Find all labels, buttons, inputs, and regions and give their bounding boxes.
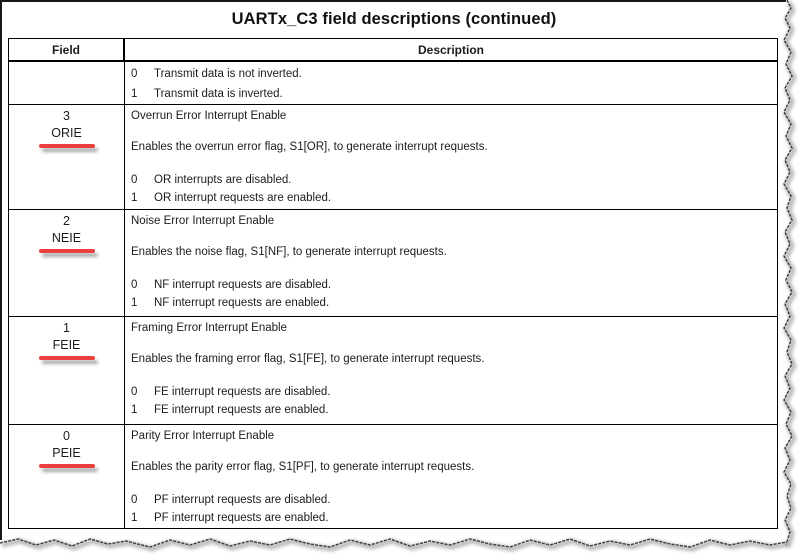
value-line: 0 OR interrupts are disabled.	[131, 171, 773, 189]
value-line: 0 FE interrupt requests are disabled.	[131, 383, 773, 401]
value-text: Transmit data is inverted.	[154, 87, 283, 100]
field-bit: 1	[63, 321, 70, 335]
table-row: 2 NEIE Noise Error Interrupt Enable Enab…	[9, 210, 777, 317]
red-underline-annotation	[38, 144, 95, 148]
field-cell	[9, 62, 125, 104]
value-num: 0	[131, 279, 138, 291]
desc-title: Noise Error Interrupt Enable	[131, 215, 275, 227]
value-text: OR interrupts are disabled.	[154, 174, 292, 186]
value-num: 1	[131, 87, 138, 100]
value-num: 0	[131, 174, 138, 186]
desc-title: Framing Error Interrupt Enable	[131, 322, 287, 334]
value-text: PF interrupt requests are disabled.	[154, 494, 331, 506]
desc-body: Enables the parity error flag, S1[PF], t…	[131, 461, 475, 473]
field-name: FEIE	[52, 338, 81, 352]
value-line: 0 NF interrupt requests are disabled.	[131, 276, 773, 294]
field-name: NEIE	[51, 231, 82, 245]
value-text: OR interrupt requests are enabled.	[154, 192, 332, 204]
desc-body: Enables the overrun error flag, S1[OR], …	[131, 141, 488, 153]
field-cell: 3 ORIE	[9, 105, 125, 209]
value-line: 0 PF interrupt requests are disabled.	[131, 491, 773, 509]
value-line: 1 FE interrupt requests are enabled.	[131, 401, 773, 419]
column-header-description: Description	[417, 42, 484, 57]
red-underline-annotation	[38, 249, 95, 253]
column-header-field: Field	[9, 39, 125, 60]
table-header-row: Field Description	[9, 39, 777, 62]
table-row: 0 Transmit data is not inverted. 1 Transmi…	[9, 62, 777, 105]
field-bit: 0	[63, 429, 70, 443]
field-name: PEIE	[52, 446, 81, 460]
table-row: 1 FEIE Framing Error Interrupt Enable En…	[9, 317, 777, 425]
field-bit: 2	[63, 214, 70, 228]
value-text: FE interrupt requests are disabled.	[154, 386, 331, 398]
value-text: PF interrupt requests are enabled.	[154, 512, 329, 524]
document-clip: UARTx_C3 field descriptions (continued) …	[0, 0, 786, 540]
table-row: 3 ORIE Overrun Error Interrupt Enable En…	[9, 105, 777, 210]
value-num: 0	[131, 386, 138, 398]
value-num: 0	[131, 68, 138, 80]
field-descriptions-table: Field Description 0 Transmit data is not …	[8, 38, 778, 529]
description-cell: Noise Error Interrupt Enable Enables the…	[125, 210, 777, 316]
table-row: 0 PEIE Parity Error Interrupt Enable Ena…	[9, 425, 777, 528]
field-cell: 0 PEIE	[9, 425, 125, 528]
desc-title: Overrun Error Interrupt Enable	[131, 110, 287, 122]
red-underline-annotation	[38, 464, 95, 468]
value-line: 1 OR interrupt requests are enabled.	[131, 189, 773, 207]
value-num: 1	[131, 192, 138, 204]
page-title: UARTx_C3 field descriptions (continued)	[231, 10, 557, 28]
description-cell: Overrun Error Interrupt Enable Enables t…	[125, 105, 777, 209]
value-num: 1	[131, 512, 138, 524]
description-cell: 0 Transmit data is not inverted. 1 Transmi…	[125, 62, 777, 104]
value-line: 1 Transmit data is inverted.	[131, 85, 773, 105]
value-text: FE interrupt requests are enabled.	[154, 404, 329, 416]
desc-body: Enables the framing error flag, S1[FE], …	[131, 353, 485, 365]
description-cell: Parity Error Interrupt Enable Enables th…	[125, 425, 777, 528]
value-line: 1 PF interrupt requests are enabled.	[131, 509, 773, 527]
value-text: NF interrupt requests are disabled.	[154, 279, 332, 291]
field-bit: 3	[63, 109, 70, 123]
field-name: ORIE	[51, 126, 82, 140]
value-num: 1	[131, 404, 138, 416]
value-num: 1	[131, 297, 138, 309]
field-cell: 1 FEIE	[9, 317, 125, 424]
red-underline-annotation	[38, 356, 95, 360]
value-line: 0 Transmit data is not inverted.	[131, 65, 773, 85]
field-cell: 2 NEIE	[9, 210, 125, 316]
desc-body: Enables the noise flag, S1[NF], to gener…	[131, 246, 447, 258]
value-text: NF interrupt requests are enabled.	[154, 297, 330, 309]
value-num: 0	[131, 494, 138, 506]
value-text: Transmit data is not inverted.	[154, 68, 302, 80]
description-cell: Framing Error Interrupt Enable Enables t…	[125, 317, 777, 424]
desc-title: Parity Error Interrupt Enable	[131, 430, 275, 442]
value-line: 1 NF interrupt requests are enabled.	[131, 294, 773, 312]
